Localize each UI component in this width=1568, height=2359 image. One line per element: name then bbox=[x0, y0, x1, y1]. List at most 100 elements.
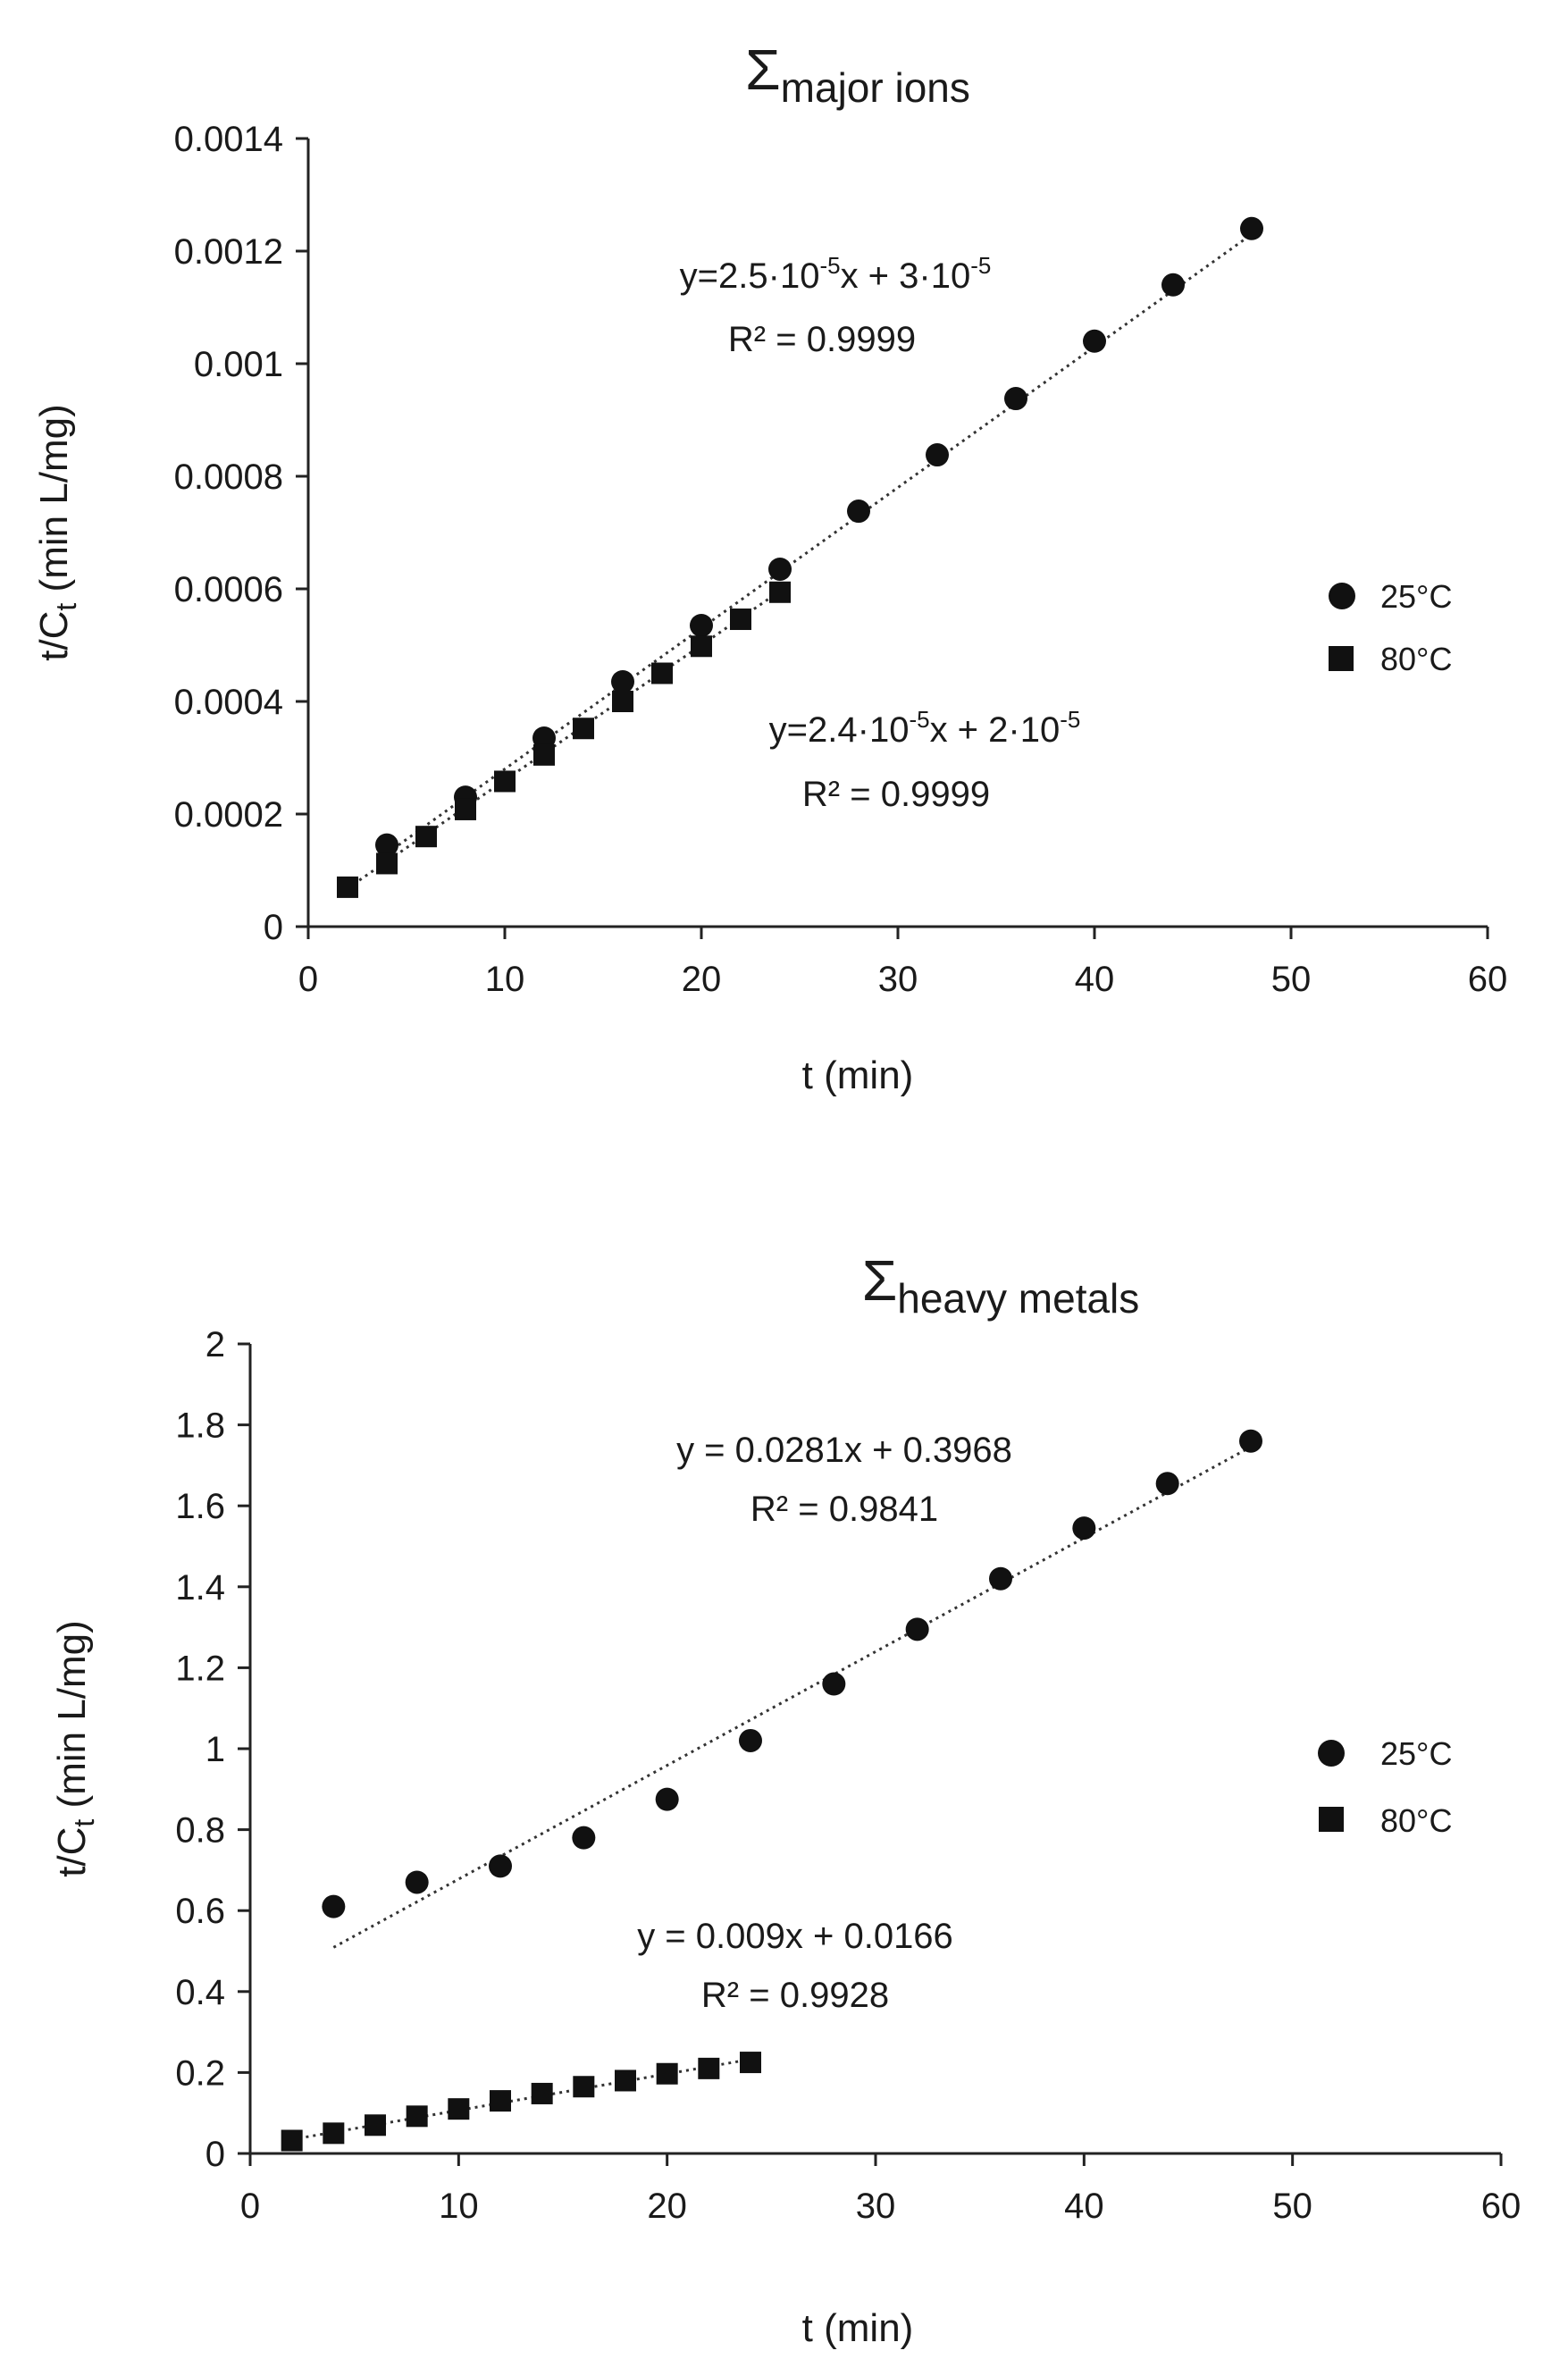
data-point-25c bbox=[739, 1728, 762, 1752]
data-point-25c bbox=[926, 443, 949, 467]
data-point-80c bbox=[494, 770, 516, 793]
data-point-25c bbox=[655, 1787, 679, 1811]
data-point-80c bbox=[573, 2076, 595, 2098]
y-tick-label: 0.0006 bbox=[174, 570, 283, 609]
x-tick-label: 0 bbox=[298, 960, 318, 999]
legend: 25°C 80°C bbox=[1318, 1735, 1452, 1839]
x-tick-label: 60 bbox=[1481, 2187, 1522, 2226]
chart-major-ions: Σmajor ions 0 0.0002 0.0004 0.0006 0.0008 0.0… bbox=[32, 38, 1507, 1097]
data-point-80c bbox=[533, 743, 555, 766]
trendline-25c bbox=[332, 1445, 1252, 1949]
data-point-80c bbox=[769, 581, 791, 603]
chart-title: Σmajor ions bbox=[745, 38, 970, 111]
data-point-25c bbox=[1083, 329, 1106, 353]
trendline-80c bbox=[347, 590, 781, 890]
y-tick-label: 0.2 bbox=[175, 2053, 225, 2093]
y-axis-label: t/Ct (min L/mg) bbox=[50, 1620, 100, 1877]
y-tick-label: 0 bbox=[205, 2135, 225, 2174]
x-tick-label: 10 bbox=[485, 960, 525, 999]
data-point-25c bbox=[1072, 1516, 1096, 1540]
data-point-25c bbox=[768, 557, 792, 581]
data-point-80c bbox=[323, 2122, 345, 2145]
legend-marker-80c bbox=[1319, 1807, 1344, 1832]
data-point-25c bbox=[572, 1826, 596, 1850]
equation-80c: y = 0.009x + 0.0166 bbox=[637, 1917, 953, 1956]
legend-marker-25c bbox=[1329, 583, 1355, 609]
data-point-25c bbox=[822, 1672, 846, 1696]
x-tick-label: 50 bbox=[1271, 960, 1312, 999]
data-point-80c bbox=[365, 2114, 386, 2137]
data-point-80c bbox=[376, 852, 398, 875]
x-axis: 0 10 20 30 40 50 60 bbox=[240, 2153, 1521, 2226]
y-tick-label: 1.8 bbox=[175, 1406, 225, 1446]
r2-25c: R² = 0.9841 bbox=[750, 1490, 938, 1529]
r2-80c: R² = 0.9928 bbox=[701, 1976, 889, 2015]
legend-label-25c: 25°C bbox=[1380, 1735, 1452, 1772]
data-point-80c bbox=[448, 2098, 470, 2120]
y-tick-label: 0.0014 bbox=[174, 120, 283, 159]
data-points bbox=[337, 216, 1263, 898]
legend-label-80c: 80°C bbox=[1380, 1802, 1452, 1839]
legend: 25°C 80°C bbox=[1329, 578, 1452, 677]
data-point-80c bbox=[656, 2062, 678, 2085]
equation-25c: y = 0.0281x + 0.3968 bbox=[676, 1431, 1012, 1470]
y-tick-label: 0.0002 bbox=[174, 795, 283, 835]
data-point-80c bbox=[573, 718, 594, 740]
x-tick-label: 40 bbox=[1064, 2187, 1104, 2226]
chart-title: Σheavy metals bbox=[862, 1248, 1140, 1322]
x-axis: 0 10 20 30 40 50 60 bbox=[298, 927, 1507, 999]
data-point-25c bbox=[611, 669, 634, 693]
data-point-25c bbox=[405, 1870, 429, 1894]
x-tick-label: 30 bbox=[856, 2187, 896, 2226]
x-tick-label: 20 bbox=[682, 960, 722, 999]
r2-80c: R² = 0.9999 bbox=[802, 775, 990, 814]
data-point-80c bbox=[337, 876, 358, 898]
y-axis: 0 0.0002 0.0004 0.0006 0.0008 0.001 0.0012 0.00… bbox=[174, 120, 308, 947]
legend-marker-25c bbox=[1318, 1740, 1345, 1767]
r2-25c: R² = 0.9999 bbox=[728, 320, 916, 359]
y-tick-label: 0.001 bbox=[194, 345, 283, 384]
data-point-80c bbox=[281, 2129, 303, 2152]
data-point-25c bbox=[905, 1617, 929, 1641]
equation-25c: y=2.5·10-5x + 3·10-5 bbox=[680, 252, 992, 296]
data-point-25c bbox=[1004, 387, 1027, 411]
y-tick-label: 1 bbox=[205, 1730, 225, 1769]
legend-marker-80c bbox=[1329, 646, 1354, 671]
x-tick-label: 10 bbox=[439, 2187, 479, 2226]
data-point-80c bbox=[615, 2069, 636, 2092]
data-point-25c bbox=[1239, 1429, 1262, 1453]
data-point-25c bbox=[1161, 273, 1185, 297]
y-tick-label: 1.6 bbox=[175, 1487, 225, 1526]
legend-label-80c: 80°C bbox=[1380, 641, 1452, 677]
y-tick-label: 0.0008 bbox=[174, 458, 283, 497]
y-tick-label: 2 bbox=[205, 1325, 225, 1364]
data-point-25c bbox=[532, 726, 556, 750]
data-point-80c bbox=[740, 2052, 761, 2074]
y-axis: 0 0.2 0.4 0.6 0.8 1 1.2 1.4 1.6 1.8 2 bbox=[175, 1325, 250, 2174]
x-tick-label: 30 bbox=[878, 960, 918, 999]
y-tick-label: 1.2 bbox=[175, 1649, 225, 1688]
data-point-80c bbox=[730, 609, 751, 631]
data-point-25c bbox=[989, 1566, 1012, 1591]
y-tick-label: 0.6 bbox=[175, 1892, 225, 1931]
chart-heavy-metals: Σheavy metals 0 0.2 0.4 0.6 0.8 1 1.2 1.4 1.6 1.8… bbox=[50, 1248, 1521, 2350]
y-tick-label: 0.0012 bbox=[174, 232, 283, 272]
data-point-80c bbox=[651, 662, 673, 684]
data-point-80c bbox=[406, 2105, 428, 2128]
y-tick-label: 0.0004 bbox=[174, 683, 283, 722]
legend-label-25c: 25°C bbox=[1380, 578, 1452, 615]
x-tick-label: 20 bbox=[647, 2187, 687, 2226]
data-point-80c bbox=[612, 691, 633, 712]
data-point-25c bbox=[322, 1894, 346, 1918]
y-axis-label: t/Ct (min L/mg) bbox=[32, 404, 82, 661]
x-axis-label: t (min) bbox=[802, 1054, 914, 1097]
data-point-25c bbox=[847, 500, 870, 524]
data-point-25c bbox=[375, 833, 398, 857]
y-tick-label: 0 bbox=[264, 908, 283, 947]
data-point-80c bbox=[691, 635, 712, 658]
data-point-25c bbox=[690, 613, 713, 637]
equation-80c: y=2.4·10-5x + 2·10-5 bbox=[769, 706, 1081, 750]
data-point-80c bbox=[490, 2090, 511, 2112]
data-point-25c bbox=[489, 1854, 512, 1878]
